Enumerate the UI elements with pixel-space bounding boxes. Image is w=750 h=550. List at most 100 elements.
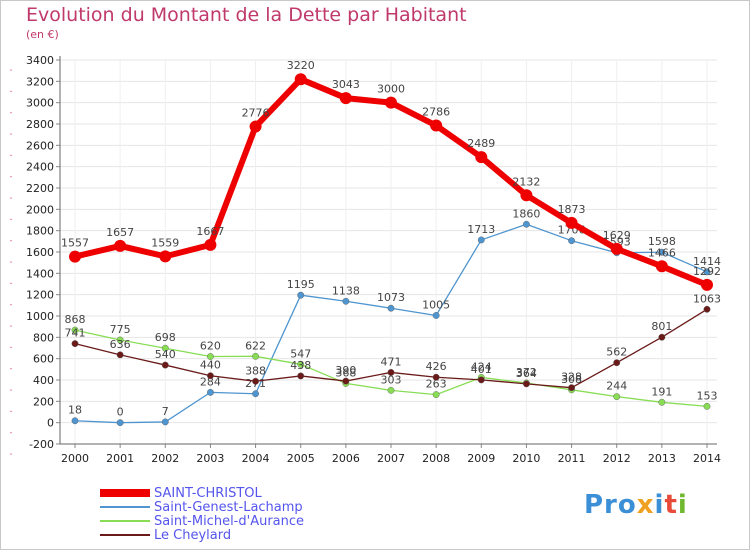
data-point <box>523 380 530 388</box>
data-label: 308 <box>561 373 582 386</box>
data-label: 562 <box>606 346 627 359</box>
data-label: 1559 <box>151 236 179 249</box>
data-label: 1860 <box>512 207 540 220</box>
y-tick-label: 1400 <box>26 267 54 280</box>
x-tick-label: 2000 <box>61 452 89 465</box>
data-label: 698 <box>155 331 176 344</box>
data-label: 1063 <box>693 292 721 305</box>
data-point <box>116 351 124 359</box>
data-point <box>432 312 440 319</box>
data-label: 263 <box>426 378 447 391</box>
data-label: 1873 <box>558 203 586 216</box>
data-label: 426 <box>426 360 447 373</box>
chart-subtitle: (en €) <box>26 28 59 41</box>
data-point <box>613 359 621 367</box>
x-tick-label: 2005 <box>287 452 315 465</box>
data-point <box>249 120 262 133</box>
x-tick-label: 2012 <box>603 452 631 465</box>
data-point <box>568 237 575 245</box>
data-label: 388 <box>245 364 266 377</box>
data-point <box>385 96 397 109</box>
data-point <box>297 372 305 380</box>
legend-swatch <box>100 506 150 508</box>
data-label: 191 <box>651 385 672 398</box>
data-label: 244 <box>606 380 627 393</box>
data-point <box>116 336 124 344</box>
data-point <box>71 326 79 334</box>
data-point <box>432 391 440 399</box>
data-point <box>339 92 352 105</box>
data-point <box>252 352 259 360</box>
data-point <box>387 304 395 312</box>
data-label: 775 <box>110 323 131 336</box>
x-tick-label: 2003 <box>196 452 224 465</box>
legend-label: Le Cheylard <box>154 527 232 543</box>
data-label: 0 <box>117 406 124 419</box>
data-label: 868 <box>65 313 86 326</box>
data-point <box>387 369 395 376</box>
data-point <box>252 390 259 398</box>
data-label: 372 <box>516 366 537 379</box>
data-point <box>207 353 214 360</box>
data-point <box>207 388 214 396</box>
data-label: 328 <box>561 371 582 384</box>
data-label: 1138 <box>332 284 360 297</box>
data-point <box>116 419 124 427</box>
data-point <box>610 242 623 255</box>
legend-label: Saint-Michel-d'Aurance <box>154 513 305 529</box>
data-label: 7 <box>162 405 169 418</box>
data-label: 1292 <box>693 265 721 278</box>
data-label: 3000 <box>377 83 405 96</box>
chart-legend: SAINT-CHRISTOL Saint-Genest-Lachamp Saint-… <box>100 486 305 543</box>
data-point <box>703 268 711 276</box>
y-tick-label: 600 <box>33 353 54 366</box>
y-tick-label: 400 <box>33 374 54 387</box>
legend-swatch <box>100 520 150 522</box>
data-point <box>568 384 575 392</box>
legend-label: Saint-Genest-Lachamp <box>154 499 303 515</box>
data-label: 1557 <box>61 237 89 250</box>
y-tick-label: 0 <box>47 417 54 430</box>
data-point <box>252 377 259 385</box>
x-tick-label: 2006 <box>332 452 360 465</box>
data-label: 622 <box>245 339 266 352</box>
data-label: 424 <box>471 360 492 373</box>
data-point <box>204 238 217 251</box>
x-tick-label: 2001 <box>106 452 134 465</box>
data-label: 153 <box>697 389 718 402</box>
data-label: 3220 <box>287 59 315 72</box>
data-label: 2776 <box>242 107 270 120</box>
y-tick-label: 200 <box>33 395 54 408</box>
y-tick-label: 3000 <box>26 97 54 110</box>
data-label: 1713 <box>467 223 495 236</box>
data-label: 1005 <box>422 298 450 311</box>
data-label: 1414 <box>693 255 721 268</box>
chart-title: Evolution du Montant de la Dette par Hab… <box>26 4 467 26</box>
data-label: 284 <box>200 375 221 388</box>
data-label: 2786 <box>422 105 450 118</box>
data-point <box>297 291 305 299</box>
data-label: 801 <box>651 320 672 333</box>
data-label: 390 <box>335 364 356 377</box>
x-tick-label: 2011 <box>558 452 586 465</box>
legend-item: Saint-Genest-Lachamp <box>100 499 304 515</box>
data-label: 741 <box>65 327 86 340</box>
data-label: 1466 <box>648 246 676 259</box>
data-point <box>523 220 530 228</box>
y-tick-label: 3400 <box>26 54 54 67</box>
data-point <box>430 119 443 132</box>
y-tick-label: 1800 <box>26 225 54 238</box>
legend-item: Saint-Michel-d'Aurance <box>100 513 305 529</box>
y-tick-label: 2800 <box>26 118 54 131</box>
data-point <box>520 189 533 202</box>
data-point <box>161 344 169 352</box>
data-label: 540 <box>155 348 176 361</box>
data-point <box>658 333 666 341</box>
y-tick-label: 2600 <box>26 139 54 152</box>
data-label: 368 <box>335 366 356 379</box>
data-label: 1629 <box>603 229 631 242</box>
data-label: 401 <box>471 363 492 376</box>
data-point <box>297 360 305 368</box>
